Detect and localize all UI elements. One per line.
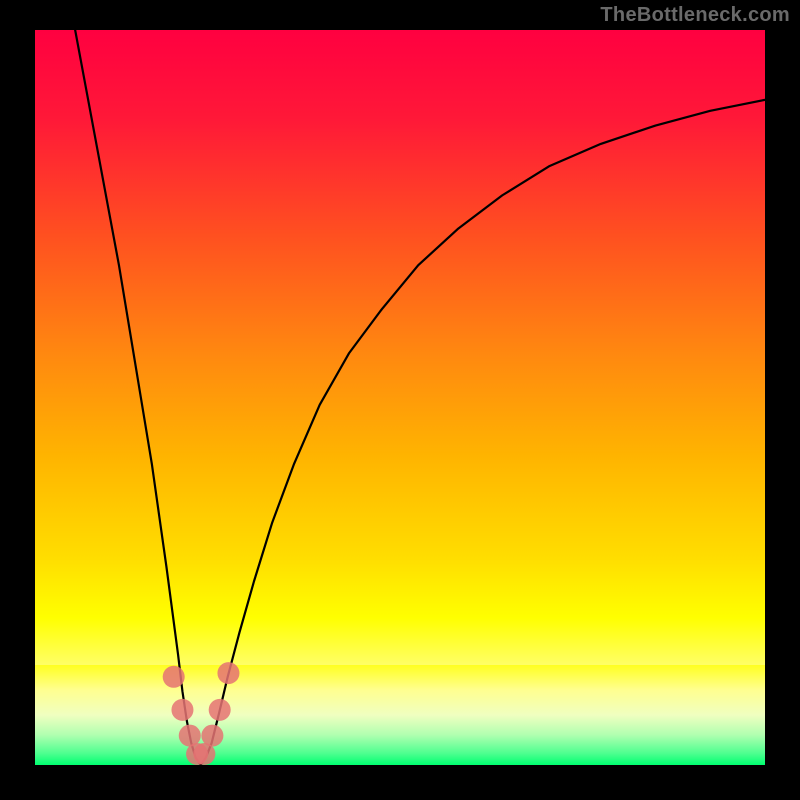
marker-dot xyxy=(171,699,193,721)
watermark-text: TheBottleneck.com xyxy=(600,4,790,27)
marker-dot xyxy=(209,699,231,721)
curve-right-branch xyxy=(201,100,765,765)
curve-layer xyxy=(35,30,765,765)
marker-dot xyxy=(217,662,239,684)
marker-dot xyxy=(201,725,223,747)
marker-dot xyxy=(163,666,185,688)
curve-left-branch xyxy=(75,30,201,765)
plot-area xyxy=(35,30,765,765)
canvas-root: TheBottleneck.com xyxy=(0,0,800,800)
